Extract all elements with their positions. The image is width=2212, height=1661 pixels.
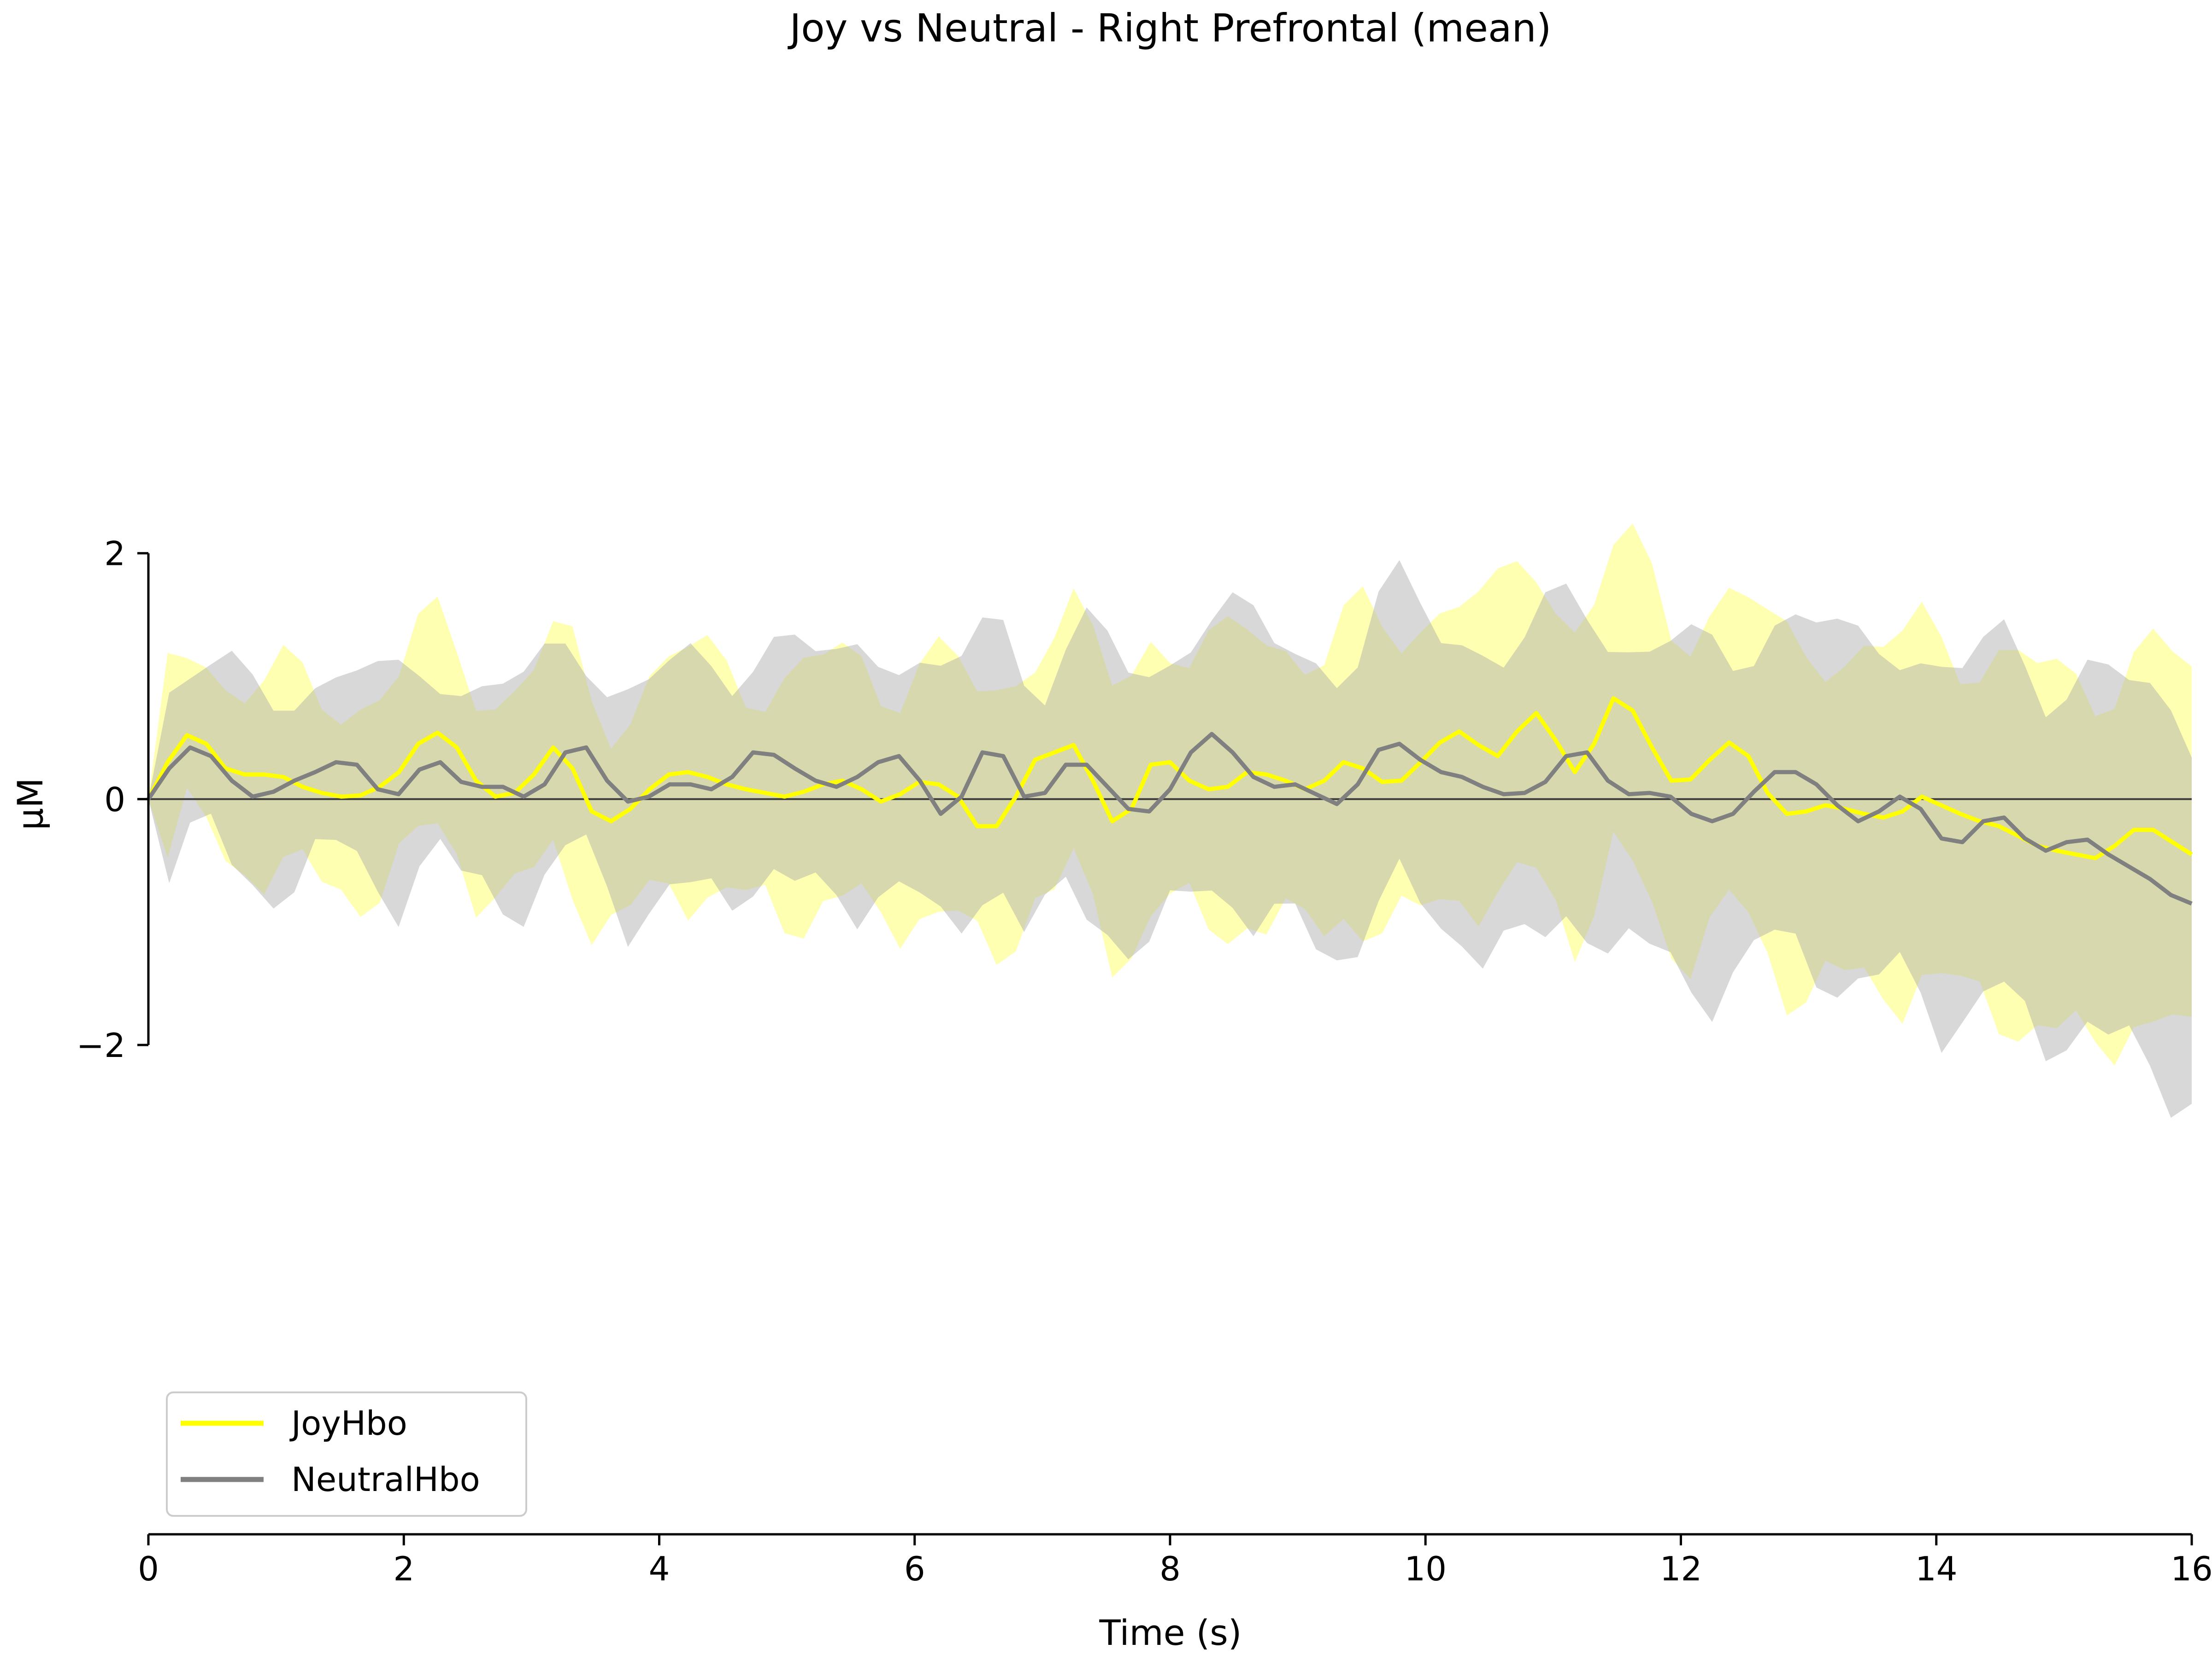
x-tick-label: 12 <box>1660 1549 1702 1588</box>
band-joyhbo <box>148 523 2192 1066</box>
band-neutralhbo <box>148 560 2192 1118</box>
y-tick-label: 2 <box>104 534 125 573</box>
x-tick-label: 8 <box>1159 1549 1181 1588</box>
legend: JoyHbo NeutralHbo <box>166 1391 527 1517</box>
legend-label-joyhbo: JoyHbo <box>289 1404 407 1443</box>
y-axis-label: µM <box>10 778 51 830</box>
line-neutralhbo <box>147 732 2193 906</box>
y-tick-label: −2 <box>76 1026 125 1065</box>
series-lines <box>147 696 2193 906</box>
x-tick-label: 2 <box>393 1549 414 1588</box>
legend-label-neutralhbo: NeutralHbo <box>291 1460 480 1499</box>
confidence-bands <box>148 523 2192 1118</box>
line-joyhbo <box>147 696 2193 860</box>
y-tick-label: 0 <box>104 780 125 819</box>
x-tick-label: 10 <box>1404 1549 1447 1588</box>
x-tick-label: 16 <box>2171 1549 2212 1588</box>
x-tick-label: 4 <box>649 1549 670 1588</box>
x-tick-label: 0 <box>138 1549 159 1588</box>
x-tick-label: 14 <box>1915 1549 1958 1588</box>
x-axis: 0 2 4 6 8 10 12 14 16 <box>138 1533 2212 1588</box>
x-axis-label: Time (s) <box>1099 1612 1241 1653</box>
chart-title: Joy vs Neutral - Right Prefrontal (mean) <box>787 6 1551 51</box>
x-tick-label: 6 <box>904 1549 925 1588</box>
y-axis: −2 0 2 <box>76 534 150 1065</box>
